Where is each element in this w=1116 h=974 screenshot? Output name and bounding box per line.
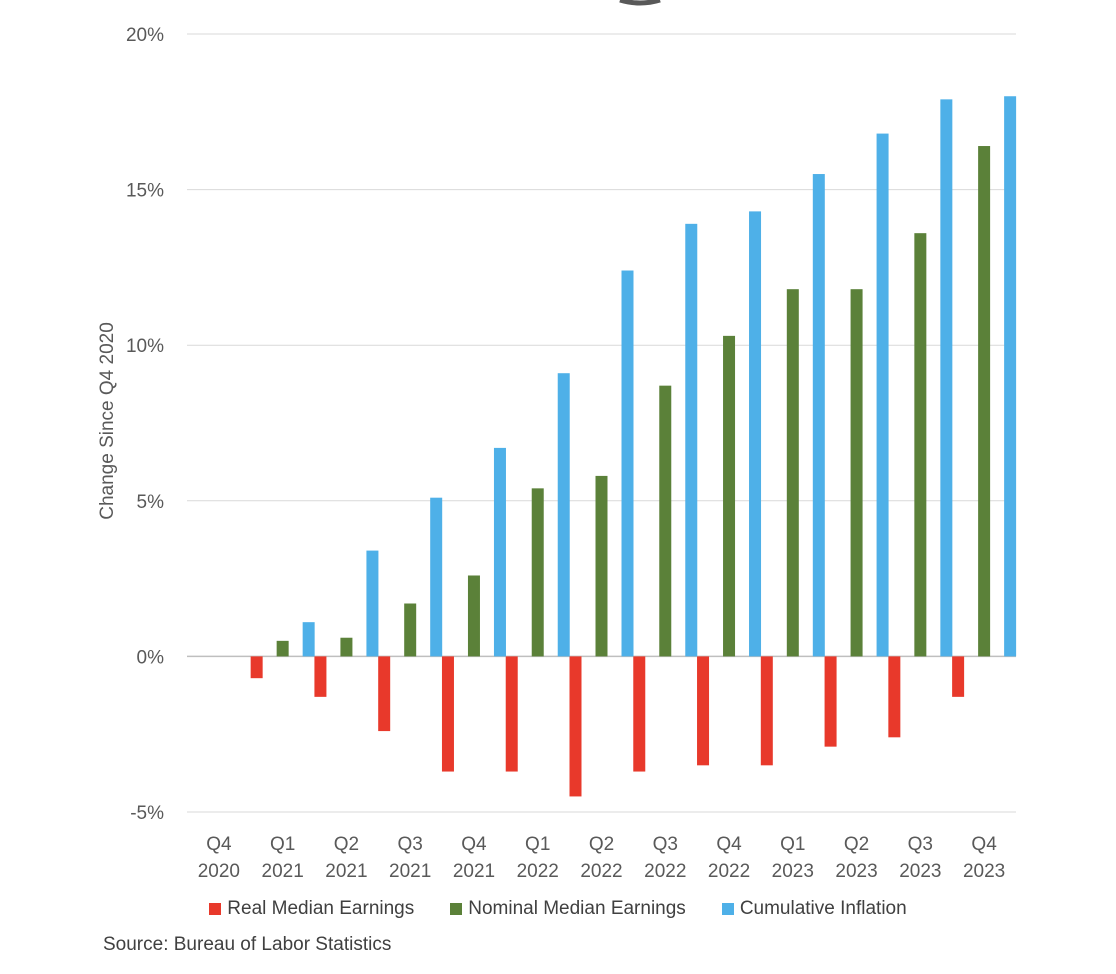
x-tick-label: 2023 [835, 861, 877, 882]
y-tick-label: 5% [137, 492, 165, 513]
x-tick-label: 2023 [772, 861, 814, 882]
x-tick-label: 2020 [198, 861, 240, 882]
x-tick-label: 2021 [453, 861, 495, 882]
x-tick-label: 2023 [963, 861, 1005, 882]
legend-label-inflation: Cumulative Inflation [739, 898, 907, 919]
bar-real-median-earnings [633, 656, 646, 772]
bar-nominal-median-earnings [467, 575, 480, 657]
bar-real-median-earnings [888, 656, 901, 738]
x-tick-label: Q1 [525, 834, 550, 855]
x-tick-label: Q2 [844, 834, 869, 855]
bar-cumulative-inflation [685, 223, 698, 657]
bar-real-median-earnings [569, 656, 582, 797]
y-tick-label: 15% [126, 181, 164, 202]
bar-real-median-earnings [314, 656, 327, 697]
y-axis-ticks: 20% 15% 10% 5% 0% -5% [126, 25, 164, 824]
bar-cumulative-inflation [621, 270, 634, 657]
y-tick-label: 0% [137, 647, 165, 668]
legend-swatch-real [209, 903, 222, 915]
legend-item-real: Real Median Earnings [209, 898, 414, 920]
legend-swatch-inflation [721, 903, 734, 915]
source-note: Source: Bureau of Labor Statistics [103, 934, 392, 955]
bar-nominal-median-earnings [340, 637, 353, 657]
y-tick-label: -5% [130, 803, 164, 824]
bar-nominal-median-earnings [914, 233, 927, 657]
bar-nominal-median-earnings [404, 603, 417, 657]
bar-real-median-earnings [505, 656, 518, 772]
x-tick-label: 2022 [644, 861, 686, 882]
x-tick-label: 2022 [580, 861, 622, 882]
bar-cumulative-inflation [749, 211, 762, 657]
bar-nominal-median-earnings [786, 289, 799, 657]
x-tick-label: Q2 [334, 834, 359, 855]
x-tick-label: Q4 [461, 834, 487, 855]
legend-label-real: Real Median Earnings [227, 898, 415, 919]
bar-real-median-earnings [760, 656, 773, 766]
y-axis-label: Change Since Q4 2020 [97, 322, 118, 520]
bar-nominal-median-earnings [531, 488, 544, 657]
bar-cumulative-inflation [366, 550, 379, 657]
x-tick-label: Q3 [908, 834, 933, 855]
legend-swatch-nominal [450, 903, 463, 915]
x-tick-label: 2022 [708, 861, 750, 882]
y-tick-label: 10% [126, 336, 164, 357]
bar-cumulative-inflation [812, 174, 825, 657]
bar-cumulative-inflation [1004, 96, 1017, 657]
bar-real-median-earnings [697, 656, 710, 766]
bar-cumulative-inflation [940, 99, 953, 657]
bar-nominal-median-earnings [723, 335, 736, 657]
x-tick-label: Q3 [653, 834, 678, 855]
bar-real-median-earnings [378, 656, 391, 732]
bar-nominal-median-earnings [978, 146, 991, 657]
bar-cumulative-inflation [876, 133, 889, 657]
bar-nominal-median-earnings [659, 385, 672, 657]
x-tick-label: Q1 [270, 834, 295, 855]
x-axis-ticks: Q4 2020 Q1 2021 Q2 2021 Q3 2021 Q4 2021 Q1 2022 Q2 20… [198, 834, 1006, 882]
legend-item-inflation: Cumulative Inflation [721, 898, 907, 920]
bar-real-median-earnings [952, 656, 965, 697]
x-tick-label: 2022 [517, 861, 559, 882]
bar-cumulative-inflation [302, 622, 315, 657]
bar-nominal-median-earnings [850, 289, 863, 657]
x-tick-label: Q4 [206, 834, 232, 855]
x-tick-label: 2021 [325, 861, 367, 882]
bar-cumulative-inflation [493, 447, 506, 657]
x-tick-label: 2023 [899, 861, 941, 882]
bars [250, 96, 1017, 797]
legend-label-nominal: Nominal Median Earnings [468, 898, 686, 919]
bar-real-median-earnings [441, 656, 454, 772]
bar-cumulative-inflation [557, 373, 570, 657]
bar-nominal-median-earnings [276, 640, 289, 657]
legend: Real Median Earnings Nominal Median Earn… [0, 898, 1116, 920]
legend-item-nominal: Nominal Median Earnings [450, 898, 686, 920]
bar-cumulative-inflation [430, 497, 443, 657]
x-tick-label: Q1 [780, 834, 805, 855]
x-tick-label: Q3 [398, 834, 423, 855]
x-tick-label: Q4 [716, 834, 742, 855]
bar-nominal-median-earnings [595, 475, 608, 657]
bar-real-median-earnings [250, 656, 263, 679]
y-tick-label: 20% [126, 25, 164, 46]
x-tick-label: 2021 [389, 861, 431, 882]
title-fragment [619, 0, 661, 6]
x-tick-label: 2021 [262, 861, 304, 882]
x-tick-label: Q4 [971, 834, 997, 855]
bar-real-median-earnings [824, 656, 837, 747]
x-tick-label: Q2 [589, 834, 614, 855]
